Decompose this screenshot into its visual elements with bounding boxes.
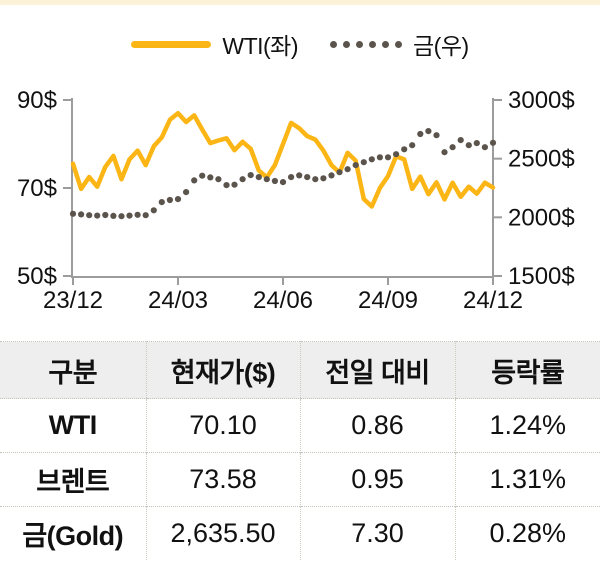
table-header-row: 구분 현재가($) 전일 대비 등락률 (0, 341, 600, 399)
row-label-wti: WTI (48, 410, 97, 440)
legend-item-wti: WTI(좌) (131, 27, 298, 61)
top-accent-strip (0, 0, 600, 5)
svg-text:24/12: 24/12 (463, 287, 523, 314)
wti-daily-change: 0.86 (299, 398, 455, 453)
brent-change-rate: 1.31% (454, 452, 600, 507)
price-table: 구분 현재가($) 전일 대비 등락률 WTI 70.10 0.86 1.24%… (0, 341, 600, 560)
svg-text:90$: 90$ (17, 87, 57, 114)
gold-dots-swatch-icon (330, 40, 402, 48)
legend-label-gold: 금(우) (413, 33, 469, 59)
gold-daily-change: 7.30 (299, 506, 455, 560)
row-label-gold: 금(Gold) (0, 506, 146, 560)
table-row-brent: 브렌트 73.58 0.95 1.31% (0, 452, 600, 507)
row-label-brent: 브렌트 (0, 452, 146, 507)
wti-line-swatch-icon (131, 40, 212, 48)
svg-text:24/06: 24/06 (253, 287, 313, 314)
column-header-category: 구분 (0, 341, 146, 399)
gold-current-price: 2,635.50 (145, 506, 300, 560)
gold-change-rate: 0.28% (454, 506, 600, 560)
legend-item-gold: 금(우) (330, 27, 469, 61)
column-header-daily-change: 전일 대비 (299, 341, 455, 399)
wti-current-price: 70.10 (145, 398, 300, 453)
svg-text:3000$: 3000$ (508, 87, 575, 114)
svg-text:2500$: 2500$ (508, 146, 575, 173)
brent-current-price: 73.58 (145, 452, 300, 507)
wti-change-rate: 1.24% (454, 398, 600, 453)
svg-text:1500$: 1500$ (508, 263, 575, 290)
legend-label-wti: WTI(좌) (222, 33, 298, 59)
svg-text:50$: 50$ (17, 263, 57, 290)
chart-legend: WTI(좌) 금(우) (0, 27, 600, 61)
svg-text:2000$: 2000$ (508, 204, 575, 231)
svg-text:24/09: 24/09 (358, 287, 418, 314)
table-row-wti: WTI 70.10 0.86 1.24% (0, 398, 600, 453)
table-row-gold: 금(Gold) 2,635.50 7.30 0.28% (0, 506, 600, 560)
price-chart: 90$ 70$ 50$ 3000$ 2500$ 2000$ 1500$ 23/12 24/03 2… (17, 87, 575, 314)
svg-text:24/03: 24/03 (148, 287, 208, 314)
svg-text:23/12: 23/12 (43, 287, 103, 314)
column-header-change-rate: 등락률 (454, 341, 600, 399)
svg-text:70$: 70$ (17, 175, 57, 202)
brent-daily-change: 0.95 (299, 452, 455, 507)
column-header-current-price: 현재가($) (145, 341, 300, 399)
price-chart-section: 90$ 70$ 50$ 3000$ 2500$ 2000$ 1500$ 23/12 24/03 2… (0, 5, 600, 341)
